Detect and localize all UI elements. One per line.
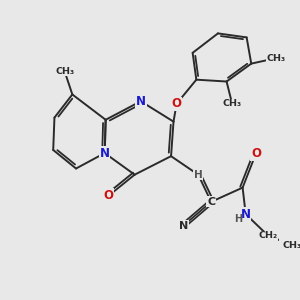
Text: O: O	[104, 189, 114, 202]
Text: H: H	[194, 170, 203, 180]
Text: O: O	[251, 147, 261, 160]
Text: O: O	[172, 97, 182, 110]
Text: CH₃: CH₃	[55, 67, 74, 76]
Text: N: N	[136, 95, 146, 108]
Text: N: N	[241, 208, 251, 221]
Text: CH₂: CH₂	[259, 231, 278, 240]
Text: N: N	[179, 220, 188, 231]
Text: CH₃: CH₃	[267, 54, 286, 63]
Text: N: N	[100, 147, 110, 160]
Text: CH₃: CH₃	[223, 99, 242, 108]
Text: C: C	[207, 197, 215, 207]
Text: CH₃: CH₃	[282, 241, 300, 250]
Text: H: H	[234, 214, 242, 224]
